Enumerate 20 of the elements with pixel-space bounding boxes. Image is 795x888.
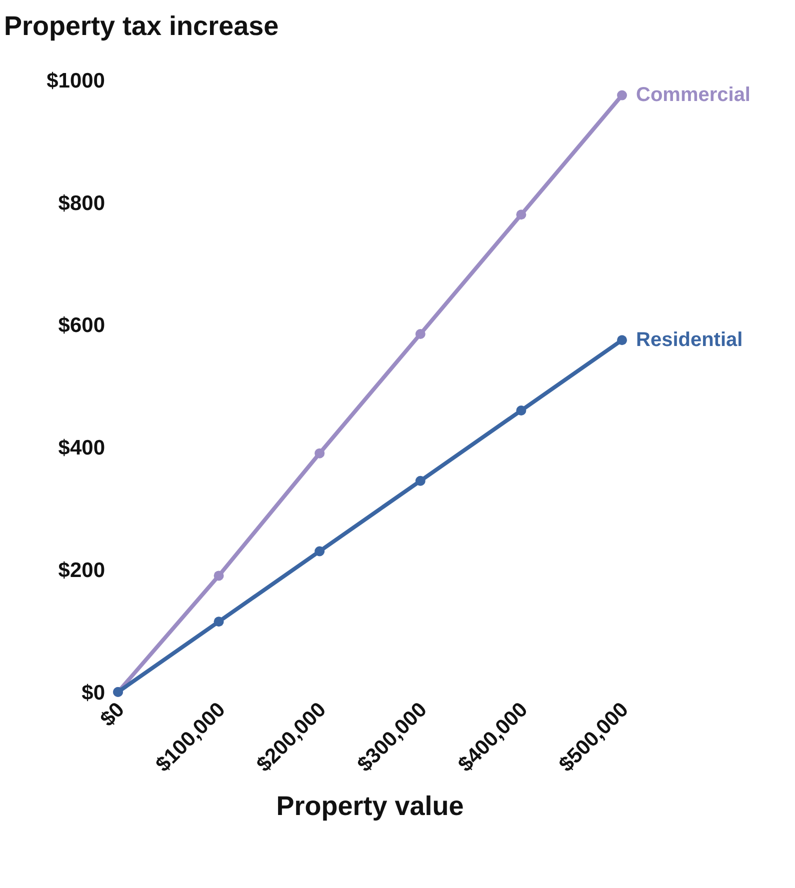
y-tick-label: $600 bbox=[58, 314, 105, 338]
y-tick-label: $200 bbox=[58, 558, 105, 582]
point bbox=[415, 476, 426, 486]
point bbox=[617, 90, 627, 100]
point bbox=[516, 405, 526, 416]
point bbox=[617, 335, 627, 346]
y-tick-label: $0 bbox=[82, 681, 105, 704]
y-tick-label: $1000 bbox=[46, 69, 105, 92]
series-label: Commercial bbox=[636, 84, 750, 106]
point bbox=[214, 570, 224, 581]
x-axis-title: Property value bbox=[276, 790, 464, 821]
y-tick-label: $400 bbox=[58, 436, 105, 460]
point bbox=[314, 546, 325, 556]
y-tick-label: $800 bbox=[58, 192, 105, 215]
point bbox=[214, 616, 224, 627]
point bbox=[415, 328, 426, 339]
point bbox=[516, 210, 526, 220]
series-label: Residential bbox=[636, 329, 743, 351]
point bbox=[314, 448, 325, 458]
y-axis-title: Property tax increase bbox=[4, 11, 279, 41]
